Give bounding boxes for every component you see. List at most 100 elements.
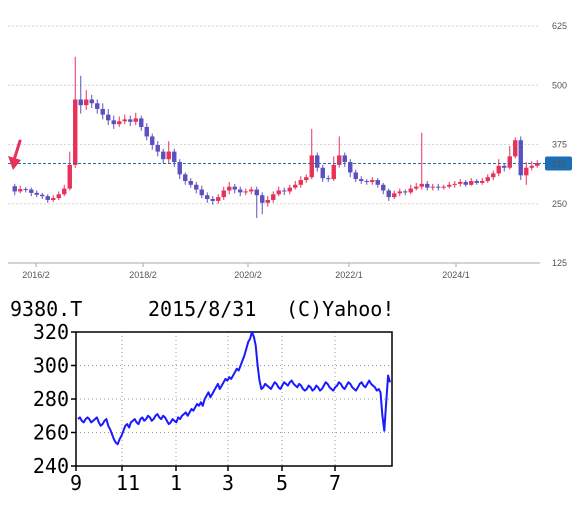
x-tick-labels: 9 11 1 3 5 7 (70, 471, 341, 495)
x-tick-label: 3 (222, 471, 234, 495)
candle (298, 176, 303, 188)
x-tick-label: 2022/1 (335, 270, 363, 280)
symbol-label: 9380.T (10, 297, 82, 321)
candle (144, 123, 149, 141)
candle (260, 192, 265, 215)
candle (89, 94, 94, 109)
candle (408, 184, 413, 195)
candle (205, 192, 210, 203)
candle (436, 183, 441, 191)
candle (227, 181, 232, 195)
y-tick-label: 250 (552, 199, 567, 209)
candle (507, 145, 512, 170)
candle (133, 112, 138, 126)
candle (309, 128, 314, 180)
candle (194, 181, 199, 194)
y-tick-label: 625 (552, 21, 567, 31)
y-tick-label: 375 (552, 140, 567, 150)
line-chart: 9380.T 2015/8/31 (C)Yahoo! 240 260 280 300 3… (10, 297, 394, 495)
candle (496, 159, 501, 177)
candle (199, 185, 204, 199)
candle (271, 191, 276, 203)
candle (51, 195, 56, 202)
candle (502, 162, 507, 172)
candle (425, 180, 430, 191)
candle (155, 141, 160, 157)
plot-frame (75, 331, 393, 467)
arrow-down-left-icon (8, 139, 22, 170)
candle (254, 186, 259, 218)
candle (403, 189, 408, 196)
candle (73, 56, 78, 168)
candle (210, 196, 215, 205)
candle (469, 178, 474, 186)
candle (12, 183, 17, 196)
candle (463, 180, 468, 187)
candle (474, 179, 479, 185)
candle (161, 148, 166, 163)
candle (518, 136, 523, 181)
x-tick-label: 2018/2 (129, 270, 157, 280)
candle (172, 148, 177, 167)
candle (480, 178, 485, 185)
x-tick-label: 2020/2 (234, 270, 262, 280)
candle (381, 182, 386, 195)
candle (337, 136, 342, 168)
y-tick-label: 260 (33, 421, 69, 445)
candle (177, 159, 182, 180)
y-tick-labels: 240 260 280 300 320 (33, 320, 69, 478)
candle (56, 191, 61, 200)
candle (430, 183, 435, 191)
candle (84, 89, 89, 110)
candle (485, 174, 490, 183)
candle (150, 133, 155, 150)
x-tick-label: 5 (276, 471, 288, 495)
candle (524, 162, 529, 185)
y-gridlines (8, 25, 540, 205)
candle (342, 152, 347, 167)
candle (326, 175, 331, 182)
candle (100, 103, 105, 120)
candle (18, 185, 23, 194)
x-tick-label: 9 (70, 471, 82, 495)
y-tick-label: 500 (552, 80, 567, 90)
candle (67, 151, 72, 191)
candle (29, 187, 34, 197)
candle (414, 182, 419, 191)
candle (535, 160, 540, 168)
candle (315, 152, 320, 172)
y-tick-label: 240 (33, 454, 69, 478)
candle (458, 179, 463, 187)
credit-label: (C)Yahoo! (286, 297, 394, 321)
candle (392, 190, 397, 200)
candle (166, 141, 171, 163)
x-tick-label: 11 (116, 471, 140, 495)
candle (95, 99, 100, 114)
candle (249, 186, 254, 195)
y-tick-label: 320 (33, 320, 69, 344)
x-tick-label: 2024/1 (442, 270, 470, 280)
candle (375, 178, 380, 188)
candle (491, 170, 496, 181)
candle (287, 184, 292, 195)
candle (348, 159, 353, 178)
candle (106, 108, 111, 126)
candlestick-chart: 125 250 375 500 625 2016/2 2018/2 2020/2 2022/1… (8, 21, 572, 280)
candle (45, 194, 50, 203)
current-price-badge: 335 (545, 156, 572, 171)
candle (359, 176, 364, 184)
candle (276, 186, 281, 197)
x-tick-label: 1 (170, 471, 182, 495)
candle (282, 187, 287, 196)
candle (386, 188, 391, 201)
candle (216, 194, 221, 204)
candle (320, 164, 325, 182)
candle (23, 187, 28, 193)
candle (419, 132, 424, 190)
candle (188, 178, 193, 188)
x-tick-labels: 2016/2 2018/2 2020/2 2022/1 2024/1 (22, 263, 470, 280)
candle (397, 188, 402, 197)
candles (12, 56, 540, 218)
y-tick-label: 300 (33, 354, 69, 378)
candle (265, 196, 270, 207)
